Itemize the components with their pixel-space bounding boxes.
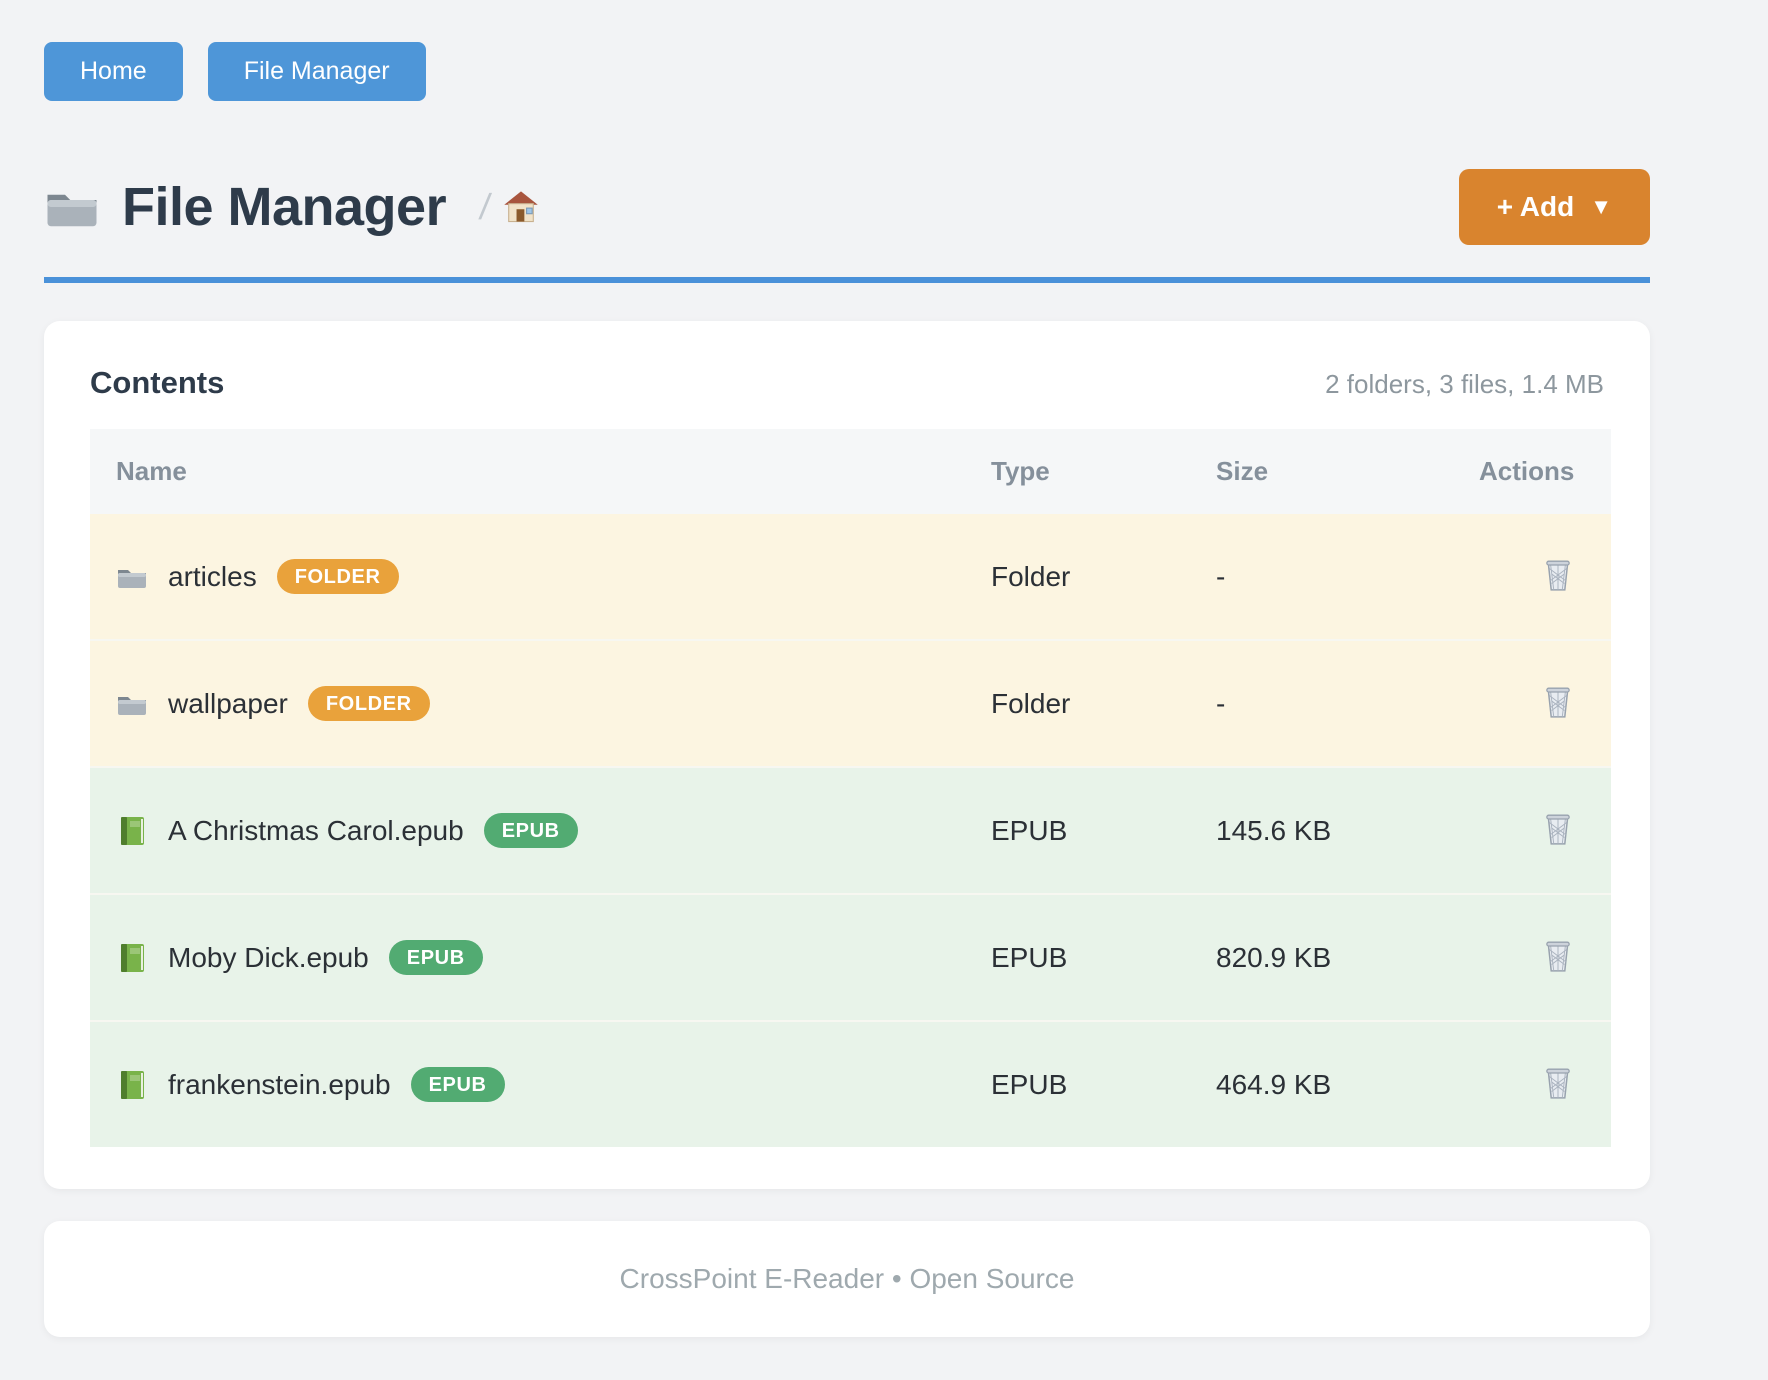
- file-size: 464.9 KB: [1190, 1020, 1479, 1147]
- column-header-name: Name: [90, 429, 965, 514]
- chevron-down-icon: ▼: [1590, 194, 1612, 219]
- book-icon: [116, 815, 148, 847]
- file-type: Folder: [965, 514, 1190, 640]
- contents-card-header: Contents 2 folders, 3 files, 1.4 MB: [90, 365, 1604, 401]
- table-row[interactable]: Moby Dick.epub EPUB EPUB 820.9 KB: [90, 893, 1611, 1021]
- table-row[interactable]: wallpaper FOLDER Folder -: [90, 639, 1611, 767]
- trash-icon: [1543, 939, 1573, 973]
- file-type: EPUB: [965, 1020, 1190, 1147]
- table-row[interactable]: A Christmas Carol.epub EPUB EPUB 145.6 K…: [90, 766, 1611, 894]
- column-header-size: Size: [1190, 429, 1479, 514]
- contents-title: Contents: [90, 365, 225, 400]
- trash-icon: [1543, 558, 1573, 592]
- file-table: Name Type Size Actions articles FOLDER F…: [90, 429, 1611, 1147]
- type-badge: FOLDER: [307, 686, 430, 721]
- file-manager-button[interactable]: File Manager: [207, 42, 426, 101]
- type-badge: EPUB: [483, 813, 578, 848]
- file-name: A Christmas Carol.epub: [168, 814, 464, 846]
- house-icon[interactable]: [502, 188, 540, 226]
- file-type: EPUB: [965, 766, 1190, 894]
- type-badge: EPUB: [410, 1067, 505, 1102]
- book-icon: [116, 942, 148, 974]
- file-size: 820.9 KB: [1190, 893, 1479, 1021]
- footer-text: CrossPoint E-Reader • Open Source: [619, 1263, 1075, 1294]
- file-type: Folder: [965, 639, 1190, 767]
- column-header-type: Type: [965, 429, 1190, 514]
- delete-button[interactable]: [1539, 935, 1577, 977]
- title-divider: [44, 277, 1650, 283]
- file-type: EPUB: [965, 893, 1190, 1021]
- file-size: -: [1190, 639, 1479, 767]
- folder-icon: [116, 561, 148, 593]
- page-header: File Manager / + Add ▼: [44, 169, 1650, 245]
- file-name: frankenstein.epub: [168, 1068, 391, 1100]
- home-button[interactable]: Home: [44, 42, 183, 101]
- file-size: 145.6 KB: [1190, 766, 1479, 894]
- page-title: File Manager: [122, 177, 447, 237]
- file-name: wallpaper: [168, 687, 288, 719]
- book-icon: [116, 1069, 148, 1101]
- file-name: Moby Dick.epub: [168, 941, 369, 973]
- trash-icon: [1543, 685, 1573, 719]
- contents-summary: 2 folders, 3 files, 1.4 MB: [1325, 369, 1604, 399]
- page-container: Home File Manager File Manager / + Add ▼…: [44, 0, 1650, 1337]
- type-badge: FOLDER: [276, 559, 399, 594]
- file-size: -: [1190, 514, 1479, 640]
- delete-button[interactable]: [1539, 681, 1577, 723]
- table-row[interactable]: articles FOLDER Folder -: [90, 514, 1611, 640]
- type-badge: EPUB: [388, 940, 483, 975]
- add-button-label: + Add: [1496, 191, 1575, 222]
- trash-icon: [1543, 1066, 1573, 1100]
- file-name: articles: [168, 560, 257, 592]
- add-button[interactable]: + Add ▼: [1458, 169, 1650, 245]
- breadcrumb-separator: /: [477, 186, 494, 227]
- breadcrumb: /: [477, 186, 540, 228]
- top-nav: Home File Manager: [44, 0, 1650, 101]
- delete-button[interactable]: [1539, 808, 1577, 850]
- table-header-row: Name Type Size Actions: [90, 429, 1611, 514]
- column-header-actions: Actions: [1479, 429, 1611, 514]
- folder-icon: [44, 182, 100, 232]
- delete-button[interactable]: [1539, 1062, 1577, 1104]
- contents-card: Contents 2 folders, 3 files, 1.4 MB Name…: [44, 321, 1650, 1189]
- table-row[interactable]: frankenstein.epub EPUB EPUB 464.9 KB: [90, 1020, 1611, 1147]
- trash-icon: [1543, 812, 1573, 846]
- delete-button[interactable]: [1539, 554, 1577, 596]
- folder-icon: [116, 688, 148, 720]
- footer-card: CrossPoint E-Reader • Open Source: [44, 1221, 1650, 1337]
